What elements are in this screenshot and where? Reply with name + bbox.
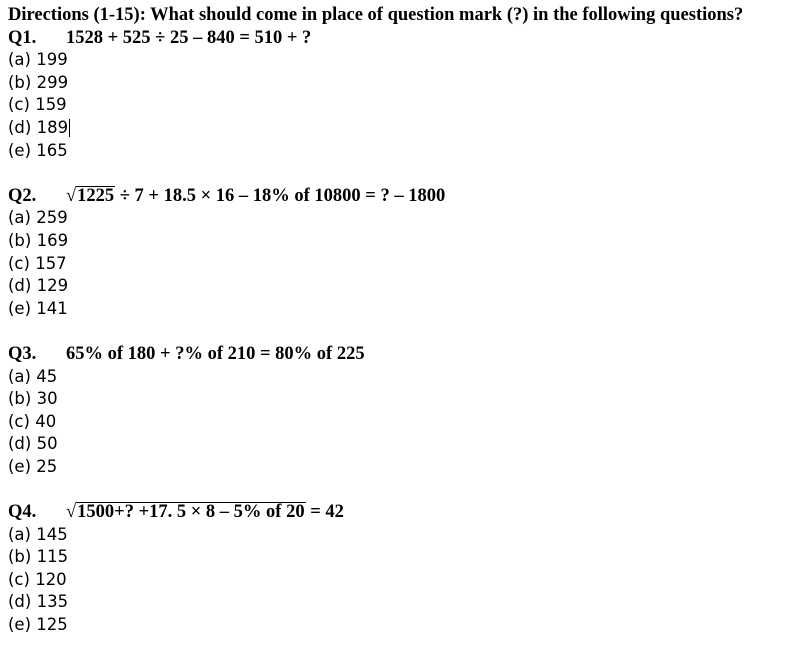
answer-option: (e) 141 (8, 298, 792, 321)
answer-option: (c) 157 (8, 253, 792, 276)
option-text: (d) 135 (8, 592, 69, 612)
option-text: (c) 157 (8, 253, 67, 273)
answer-option: (e) 165 (8, 140, 792, 163)
answer-option: (b) 30 (8, 388, 792, 411)
option-text: (c) 120 (8, 569, 67, 589)
answer-option: (a) 259 (8, 207, 792, 230)
option-text: (b) 169 (8, 230, 69, 250)
option-text: (d) 129 (8, 276, 69, 296)
option-text: (e) 125 (8, 615, 68, 635)
option-text: (e) 141 (8, 298, 68, 318)
answer-option: (b) 299 (8, 72, 792, 95)
question-label: Q2. (8, 185, 37, 206)
question-label: Q1. (8, 27, 37, 48)
question-expression: = 42 (305, 502, 344, 523)
option-text: (b) 115 (8, 547, 69, 567)
option-text: (b) 299 (8, 72, 69, 92)
option-text: (a) 259 (8, 208, 68, 228)
radicand: 1225 (76, 185, 116, 206)
question-expression: 65% of 180 + ?% of 210 = 80% of 225 (66, 343, 365, 364)
option-text: (a) 145 (8, 524, 68, 544)
question-block: Q4. √1500+? +17. 5 × 8 – 5% of 20 = 42 (a)… (8, 501, 792, 637)
answer-option: (c) 120 (8, 569, 792, 592)
square-root: √1225 (66, 185, 116, 208)
question-list: Q1. 1528 + 525 ÷ 25 – 840 = 510 + ? (a) 19… (8, 27, 792, 637)
answer-option: (d) 135 (8, 591, 792, 614)
option-text: (d) 189 (8, 117, 69, 137)
answer-option: (a) 145 (8, 524, 792, 547)
option-text: (e) 165 (8, 140, 68, 160)
spacer (8, 478, 792, 501)
radicand: 1500+? +17. 5 × 8 – 5% of 20 (76, 502, 306, 523)
option-text: (c) 40 (8, 411, 57, 431)
question-header: Q3. 65% of 180 + ?% of 210 = 80% of 225 (8, 343, 792, 366)
question-label: Q4. (8, 502, 37, 523)
option-text: (d) 50 (8, 434, 58, 454)
question-label: Q3. (8, 343, 37, 364)
answer-option: (a) 199 (8, 49, 792, 72)
spacer (8, 320, 792, 343)
answer-option: (d) 129 (8, 275, 792, 298)
question-header: Q2. √1225 ÷ 7 + 18.5 × 16 – 18% of 10800 … (8, 185, 792, 208)
question-block: Q1. 1528 + 525 ÷ 25 – 840 = 510 + ? (a) 19… (8, 27, 792, 185)
option-text: (a) 199 (8, 50, 68, 70)
question-header: Q1. 1528 + 525 ÷ 25 – 840 = 510 + ? (8, 27, 792, 50)
document-page: Directions (1-15): What should come in p… (8, 5, 792, 637)
spacer (8, 162, 792, 185)
answer-option: (e) 125 (8, 614, 792, 637)
answer-option: (a) 45 (8, 366, 792, 389)
answer-option: (b) 115 (8, 546, 792, 569)
sqrt-icon: √ (66, 502, 77, 523)
question-header: Q4. √1500+? +17. 5 × 8 – 5% of 20 = 42 (8, 501, 792, 524)
option-text: (e) 25 (8, 456, 58, 476)
square-root: √1500+? +17. 5 × 8 – 5% of 20 (66, 501, 306, 524)
option-text: (b) 30 (8, 389, 58, 409)
option-text: (c) 159 (8, 95, 67, 115)
text-cursor (69, 119, 71, 138)
answer-option: (c) 159 (8, 94, 792, 117)
answer-option: (d) 50 (8, 433, 792, 456)
answer-option: (d) 189 (8, 117, 792, 140)
answer-option: (b) 169 (8, 230, 792, 253)
directions-text: Directions (1-15): What should come in p… (8, 5, 744, 25)
question-block: Q2. √1225 ÷ 7 + 18.5 × 16 – 18% of 10800 … (8, 185, 792, 343)
sqrt-icon: √ (66, 185, 77, 206)
answer-option: (e) 25 (8, 456, 792, 479)
option-text: (a) 45 (8, 366, 58, 386)
question-expression: ÷ 7 + 18.5 × 16 – 18% of 10800 = ? – 180… (115, 185, 446, 206)
answer-option: (c) 40 (8, 411, 792, 434)
question-expression: 1528 + 525 ÷ 25 – 840 = 510 + ? (66, 27, 312, 48)
question-block: Q3. 65% of 180 + ?% of 210 = 80% of 225 (a… (8, 343, 792, 501)
